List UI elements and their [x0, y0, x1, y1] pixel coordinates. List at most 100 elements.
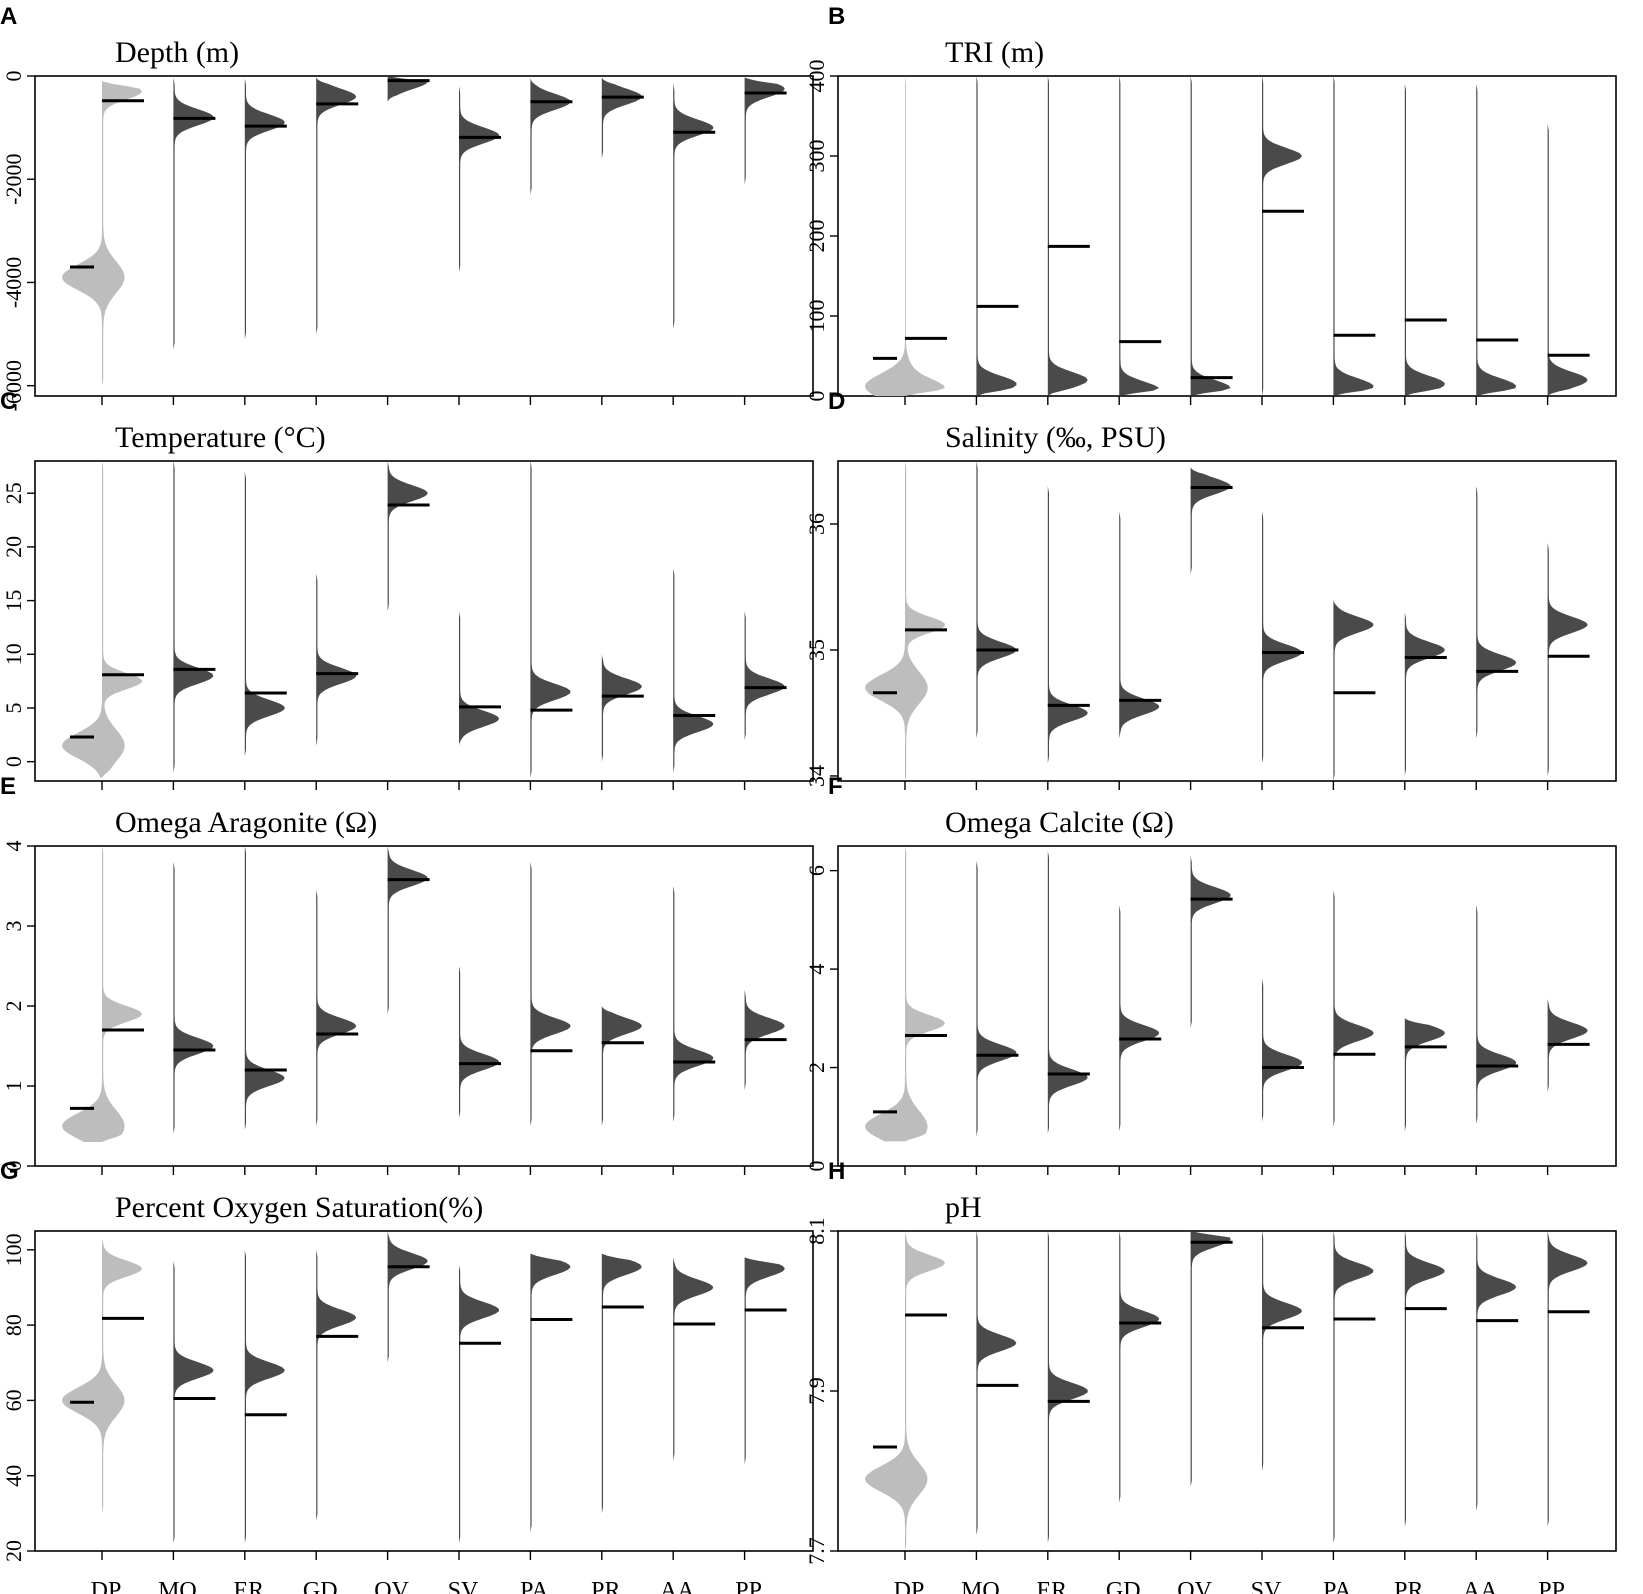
category-label-GD: GD	[303, 1578, 338, 1594]
panel-letter: F	[828, 773, 843, 800]
plot-frame	[34, 75, 814, 397]
violin-SV	[1262, 978, 1302, 1122]
category-label-PR: PR	[1394, 1578, 1423, 1594]
violin-MO	[173, 461, 214, 773]
plot-frame	[34, 460, 814, 782]
violin-left-DP	[62, 846, 102, 1142]
violin-ER	[1047, 1231, 1088, 1543]
violin-GD	[316, 573, 357, 746]
violin-PP	[1547, 124, 1588, 396]
violin-DP	[102, 81, 142, 386]
category-label-PP: PP	[735, 1578, 762, 1594]
panel-H: HpH 7.7 7.9 8.1 DP MO ER GD OV SV PA PR AA PP	[804, 1158, 1617, 1594]
panel-letter: H	[828, 1158, 845, 1185]
violin-ER	[244, 78, 285, 340]
category-label-MO: MO	[961, 1578, 1000, 1594]
violin-PA	[1333, 599, 1374, 781]
panel-letter: B	[828, 3, 845, 30]
violin-PA	[530, 461, 571, 778]
y-tick-label: 400	[804, 60, 829, 93]
violin-SV	[459, 86, 499, 273]
violin-DP	[102, 1238, 142, 1514]
category-label-AA: AA	[1463, 1578, 1498, 1594]
category-label-PP: PP	[1538, 1578, 1565, 1594]
violin-DP	[102, 846, 142, 1142]
violin-PR	[601, 654, 642, 762]
violin-PA	[530, 862, 571, 1126]
y-tick-label: 60	[1, 1389, 26, 1411]
category-label-ER: ER	[233, 1578, 264, 1594]
panel-title: pH	[945, 1191, 982, 1224]
category-label-OV: OV	[1177, 1578, 1212, 1594]
plot-frame	[34, 1230, 814, 1552]
y-tick-label: 300	[804, 140, 829, 173]
violin-AA	[673, 886, 714, 1122]
violin-DP	[905, 76, 945, 396]
panel-title: Salinity (‰, PSU)	[945, 421, 1166, 454]
violin-OV	[387, 846, 428, 1014]
violin-GD	[1119, 511, 1160, 739]
y-tick-label: 40	[1, 1465, 26, 1487]
violin-OV	[387, 1231, 428, 1363]
violin-PR	[1404, 1018, 1445, 1132]
violin-PA	[1333, 76, 1374, 396]
panel-title: Omega Aragonite (Ω)	[115, 806, 377, 839]
violin-PR	[1404, 84, 1445, 396]
y-tick-label: 10	[1, 643, 26, 665]
violin-MO	[173, 77, 214, 350]
violin-left-DP	[865, 461, 905, 781]
y-tick-label: 0	[804, 391, 829, 402]
category-label-SV: SV	[448, 1578, 479, 1594]
category-label-DP: DP	[894, 1578, 925, 1594]
y-tick-label: 100	[804, 300, 829, 333]
plot-frame	[837, 460, 1617, 782]
violin-PP	[744, 77, 785, 185]
panel-title: Temperature (°C)	[115, 421, 326, 454]
violin-DP	[102, 461, 142, 778]
violin-PA	[530, 78, 571, 195]
violin-MO	[976, 76, 1017, 396]
violin-PR	[601, 77, 642, 159]
y-tick-label: 4	[1, 841, 26, 852]
category-label-AA: AA	[660, 1578, 695, 1594]
y-tick-label: 0	[804, 1161, 829, 1172]
category-label-DP: DP	[91, 1578, 122, 1594]
y-tick-label: 25	[1, 482, 26, 504]
y-tick-label: 20	[1, 536, 26, 558]
violin-ER	[244, 1249, 285, 1544]
y-tick-label: 5	[1, 702, 26, 713]
violin-AA	[1476, 84, 1517, 396]
panel-letter: A	[0, 3, 17, 30]
y-tick-label: -2000	[1, 154, 26, 205]
y-tick-label: 100	[1, 1233, 26, 1266]
violin-PR	[1404, 1231, 1445, 1527]
violin-GD	[1119, 76, 1160, 396]
y-tick-label: 80	[1, 1314, 26, 1336]
violin-SV	[459, 611, 499, 746]
violin-ER	[244, 471, 285, 757]
violin-AA	[1476, 1231, 1517, 1511]
panel-G: G Percent Oxygen Saturation(%) 20 40 60 80 100…	[0, 1158, 814, 1594]
violin-left-DP	[865, 76, 905, 396]
violin-OV	[1190, 1231, 1231, 1487]
y-tick-label: 20	[1, 1540, 26, 1562]
category-label-OV: OV	[374, 1578, 409, 1594]
violin-GD	[316, 77, 357, 335]
panel-F: F Omega Calcite (Ω) 0 2 4 6	[804, 773, 1617, 1175]
violin-PR	[601, 1253, 642, 1514]
plot-frame	[34, 845, 814, 1167]
violin-PP	[1547, 998, 1588, 1093]
violin-left-DP	[62, 461, 102, 778]
panel-title: Depth (m)	[115, 36, 239, 69]
violin-OV	[1190, 467, 1231, 575]
y-tick-label: 7.7	[804, 1537, 829, 1565]
violin-MO	[173, 862, 214, 1134]
panel-title: Percent Oxygen Saturation(%)	[115, 1191, 483, 1224]
y-tick-label: 1	[1, 1081, 26, 1092]
panel-B: B TRI (m) 0 100 200 300 400	[804, 3, 1617, 405]
violin-SV	[1262, 76, 1302, 396]
y-tick-label: 2	[804, 1062, 829, 1073]
y-tick-label: 8.1	[804, 1217, 829, 1245]
violin-AA	[673, 83, 714, 329]
